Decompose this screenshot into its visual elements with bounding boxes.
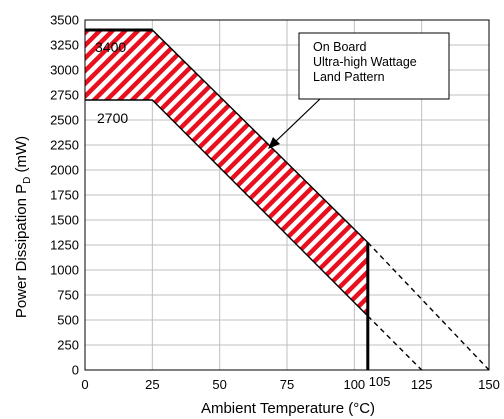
y-tick-label: 2500 [50,113,79,128]
y-tick-label: 3000 [50,63,79,78]
y-tick-label: 3250 [50,38,79,53]
series-line-4 [367,315,423,371]
x-tick-label: 100 [343,377,365,392]
y-tick-label: 1250 [50,238,79,253]
y-tick-label: 250 [57,338,79,353]
x-axis-title: Ambient Temperature (°C) [201,400,375,417]
callout: On Board Ultra-high Wattage Land Pattern [268,32,450,149]
x-tick-label: 125 [411,377,433,392]
x-tick-label: 50 [212,377,226,392]
callout-line-3: Land Pattern [313,70,385,84]
upper-power-label: 3400 [95,39,126,55]
series-line-3 [367,242,490,371]
x-tick-label: 25 [145,377,159,392]
y-axis-title-subscript: D [22,177,33,184]
callout-arrowhead [268,137,280,149]
x-tick-label: 75 [280,377,294,392]
y-axis-title-unit: (mW) [13,136,30,177]
series-line-2 [85,99,369,317]
y-tick-label: 3500 [50,13,79,28]
callout-line-2: Ultra-high Wattage [313,55,417,69]
y-tick-label: 1000 [50,263,79,278]
callout-arrow [272,98,321,145]
y-tick-label: 2250 [50,138,79,153]
y-tick-label: 750 [57,288,79,303]
y-tick-label: 500 [57,313,79,328]
plot-frame [84,19,490,371]
y-axis-title: Power Dissipation PD (mW) [13,136,33,318]
plot-border [84,19,490,371]
y-tick-label: 1750 [50,188,79,203]
derating-lines [85,28,490,371]
y-axis-title-main: Power Dissipation P [13,184,30,318]
x-tick-label: 150 [478,377,500,392]
y-tick-label: 2750 [50,88,79,103]
y-tick-label: 2000 [50,163,79,178]
callout-line-1: On Board [313,40,367,54]
x-tick-label: 0 [81,377,88,392]
callout-box [298,32,450,100]
lower-power-label: 2700 [97,110,128,126]
y-tick-label: 0 [72,363,79,378]
x-marker-label: 105 [369,374,391,389]
y-tick-label: 1500 [50,213,79,228]
tick-labels: 0 25 50 75 100 125 150025050075010001250150017… [50,13,500,393]
